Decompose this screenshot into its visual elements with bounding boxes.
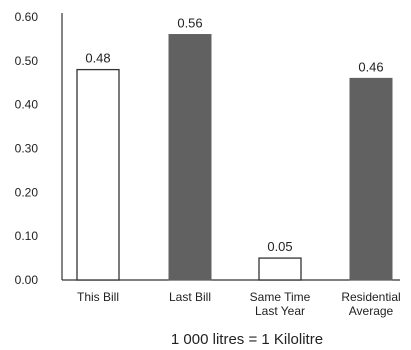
y-tick-label: 0.50 [15,54,39,68]
y-tick-label: 0.10 [15,229,39,243]
value-label: 0.05 [267,239,292,254]
category-label: Same Time [250,290,311,304]
y-ticks: 0.00 0.10 0.20 0.30 0.40 0.50 0.60 [15,10,39,287]
y-tick-label: 0.60 [15,10,39,24]
category-label: Residential [341,290,400,304]
y-tick-label: 0.20 [15,185,39,199]
value-label: 0.48 [85,51,110,66]
y-tick-label: 0.40 [15,98,39,112]
bar [168,34,212,281]
y-tick-label: 0.00 [15,273,39,287]
bar [349,77,393,281]
value-labels: 0.48 0.56 0.05 0.46 [85,16,383,255]
bars [76,34,393,281]
category-label: Last Year [255,304,305,318]
category-label: Average [349,304,394,318]
footnote: 1 000 litres = 1 Kilolitre [171,331,323,348]
y-tick-label: 0.30 [15,142,39,156]
value-label: 0.56 [177,16,202,31]
value-label: 0.46 [358,59,383,74]
category-label: This Bill [77,290,119,304]
category-label: Last Bill [169,290,211,304]
bar [258,257,302,281]
bar [76,68,120,281]
